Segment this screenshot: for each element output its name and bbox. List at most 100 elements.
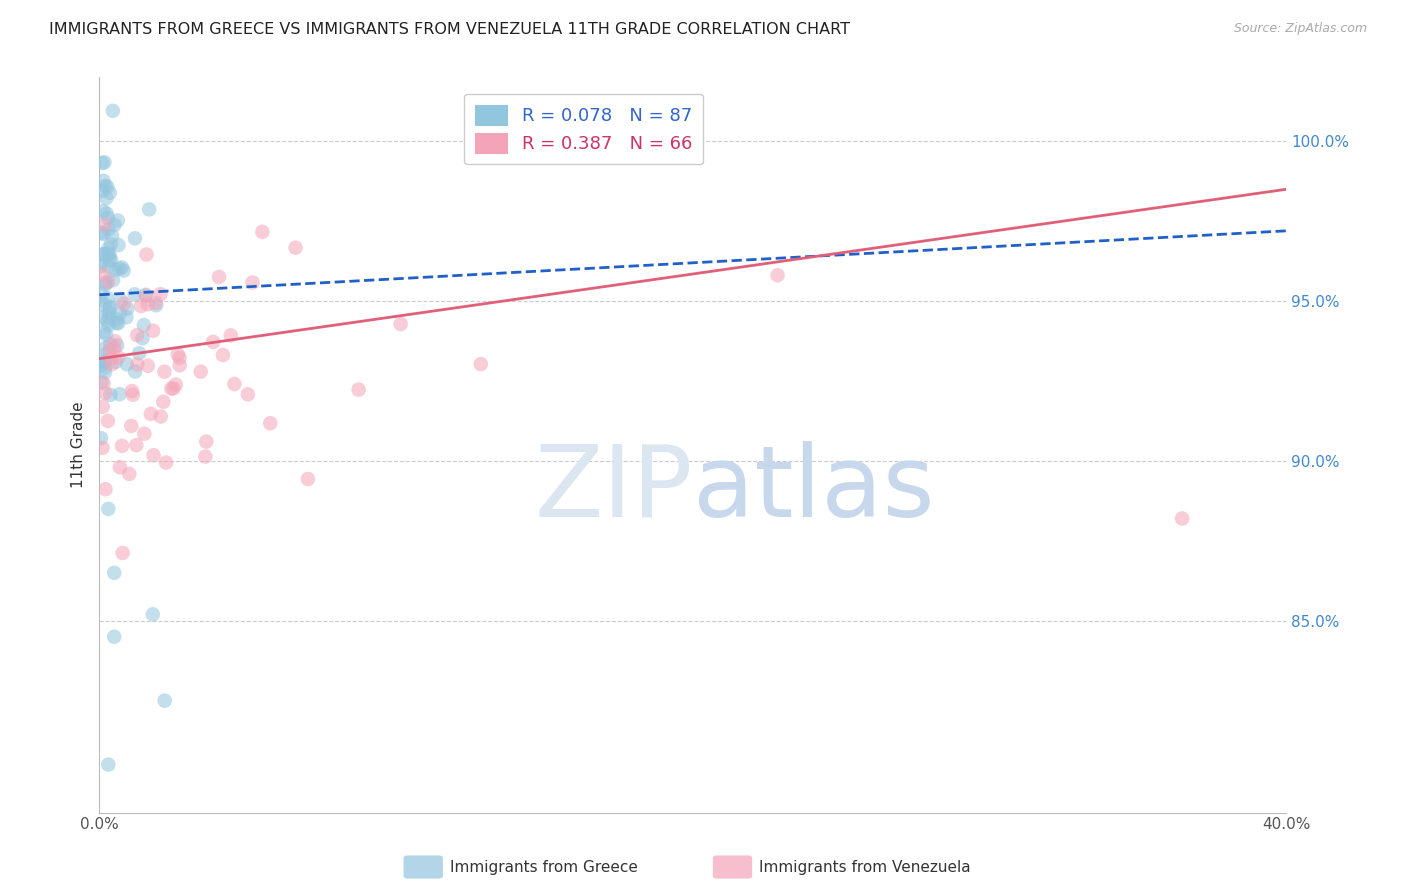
Point bbox=[112, 263, 135, 277]
Point bbox=[97, 222, 120, 236]
Point bbox=[93, 218, 115, 232]
Point bbox=[117, 301, 139, 316]
Point bbox=[1171, 511, 1194, 525]
Point bbox=[97, 275, 120, 289]
Point bbox=[100, 351, 122, 366]
Point bbox=[135, 247, 157, 261]
Point bbox=[111, 439, 134, 453]
Point bbox=[97, 305, 120, 319]
Point bbox=[120, 419, 142, 434]
Point bbox=[100, 337, 122, 351]
Point bbox=[169, 358, 191, 372]
Point bbox=[98, 248, 121, 262]
Point bbox=[136, 359, 159, 373]
Point bbox=[122, 388, 145, 402]
Point bbox=[124, 231, 146, 245]
Point bbox=[98, 301, 121, 316]
Y-axis label: 11th Grade: 11th Grade bbox=[72, 401, 86, 488]
Point bbox=[91, 204, 114, 219]
Point bbox=[142, 324, 165, 338]
Point bbox=[470, 357, 492, 371]
Point bbox=[98, 186, 121, 200]
Point bbox=[107, 213, 129, 227]
Point bbox=[90, 358, 112, 372]
Point bbox=[98, 343, 121, 357]
Point bbox=[93, 174, 115, 188]
Point bbox=[145, 296, 167, 310]
Point bbox=[259, 416, 281, 430]
Point bbox=[131, 331, 153, 345]
Point bbox=[104, 334, 127, 349]
Point bbox=[93, 247, 115, 261]
Point bbox=[91, 441, 114, 455]
Point bbox=[101, 229, 124, 244]
Point bbox=[100, 300, 122, 314]
Point bbox=[108, 306, 131, 320]
Point bbox=[91, 267, 114, 281]
Point bbox=[127, 328, 149, 343]
Point bbox=[100, 253, 122, 268]
Point bbox=[101, 103, 124, 118]
Point bbox=[93, 355, 115, 369]
Point bbox=[190, 365, 212, 379]
Point bbox=[97, 414, 120, 428]
Point bbox=[224, 376, 246, 391]
Point bbox=[97, 318, 120, 332]
Point bbox=[100, 237, 122, 252]
Point bbox=[98, 253, 121, 268]
Point bbox=[98, 310, 121, 325]
Point bbox=[96, 206, 118, 220]
Point bbox=[96, 276, 118, 290]
Point bbox=[103, 566, 125, 580]
Point bbox=[97, 242, 120, 256]
Point bbox=[136, 297, 159, 311]
Point bbox=[101, 273, 124, 287]
Point bbox=[766, 268, 789, 283]
Point bbox=[90, 293, 112, 307]
Point bbox=[149, 409, 172, 424]
Point bbox=[90, 375, 112, 389]
Point bbox=[111, 546, 134, 560]
Point bbox=[145, 298, 167, 312]
Point bbox=[90, 255, 112, 269]
Point bbox=[105, 316, 128, 330]
Text: ZIP: ZIP bbox=[534, 441, 693, 538]
Legend: R = 0.078   N = 87, R = 0.387   N = 66: R = 0.078 N = 87, R = 0.387 N = 66 bbox=[464, 94, 703, 164]
Point bbox=[97, 502, 120, 516]
Point bbox=[90, 226, 112, 240]
Point bbox=[107, 316, 129, 330]
Point bbox=[166, 347, 188, 361]
Point bbox=[97, 260, 120, 274]
Point bbox=[111, 260, 134, 275]
Point bbox=[103, 218, 125, 232]
Point bbox=[93, 155, 115, 169]
Point bbox=[165, 377, 187, 392]
Point bbox=[91, 184, 114, 198]
Point bbox=[129, 299, 152, 313]
Point bbox=[93, 376, 115, 391]
Point bbox=[103, 342, 125, 356]
Text: Immigrants from Venezuela: Immigrants from Venezuela bbox=[759, 860, 972, 874]
Point bbox=[94, 360, 117, 375]
Point bbox=[125, 438, 148, 452]
Point bbox=[90, 431, 112, 445]
Text: Source: ZipAtlas.com: Source: ZipAtlas.com bbox=[1233, 22, 1367, 36]
Point bbox=[212, 348, 235, 362]
Point bbox=[194, 450, 217, 464]
Point bbox=[169, 351, 191, 365]
Point bbox=[91, 156, 114, 170]
Point bbox=[118, 467, 141, 481]
Point bbox=[389, 317, 412, 331]
Point bbox=[236, 387, 259, 401]
Point bbox=[121, 384, 143, 398]
Point bbox=[208, 270, 231, 285]
Point bbox=[128, 346, 150, 360]
Point bbox=[149, 287, 172, 301]
Point bbox=[96, 179, 118, 194]
Point bbox=[242, 276, 264, 290]
Point bbox=[104, 263, 127, 277]
Point bbox=[142, 448, 165, 462]
Point bbox=[219, 328, 242, 343]
Point bbox=[108, 387, 131, 401]
Point bbox=[115, 310, 138, 325]
